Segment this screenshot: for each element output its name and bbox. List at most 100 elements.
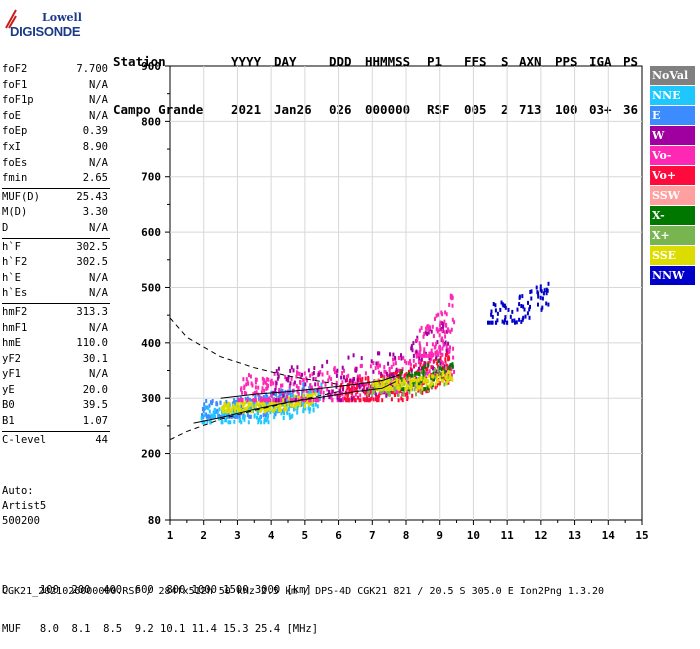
echo-point	[401, 387, 404, 392]
echo-point	[543, 288, 546, 293]
echo-point	[334, 392, 337, 397]
echo-point	[445, 344, 448, 349]
echo-point	[230, 414, 233, 419]
param-row: hmF1 N/A	[2, 321, 110, 337]
echo-point	[412, 374, 415, 378]
echo-point	[298, 401, 300, 406]
echo-point	[391, 390, 394, 395]
echo-point	[410, 344, 413, 349]
echo-point	[275, 369, 278, 374]
header-value-10: 03+	[589, 102, 612, 117]
echo-point	[260, 401, 263, 406]
param-name: foF2	[2, 63, 28, 75]
echo-point	[401, 398, 404, 403]
echo-point	[378, 351, 381, 356]
echo-point	[265, 413, 267, 418]
echo-point	[258, 394, 261, 399]
echo-point	[247, 381, 250, 386]
echo-point	[279, 396, 282, 401]
echo-point	[377, 398, 380, 403]
echo-point	[309, 394, 312, 399]
echo-point	[399, 368, 402, 373]
echo-point	[290, 376, 293, 381]
echo-point	[416, 338, 419, 342]
echo-point	[439, 362, 442, 367]
echo-point	[431, 324, 434, 329]
param-value: 1.07	[82, 415, 108, 428]
echo-point	[203, 420, 206, 425]
echo-point	[250, 401, 253, 406]
echo-point	[419, 387, 422, 392]
param-name: B0	[2, 399, 15, 412]
echo-point	[245, 377, 248, 382]
echo-point	[260, 390, 263, 395]
header-label-10: IGA	[589, 54, 612, 69]
echo-point	[520, 304, 523, 308]
param-row: h`E N/A	[2, 271, 110, 287]
echo-point	[259, 398, 262, 403]
echo-point	[426, 367, 429, 372]
echo-point	[530, 296, 533, 301]
echo-point	[434, 369, 437, 374]
echo-point	[383, 365, 386, 370]
legend-item-vo-: Vo+	[650, 166, 695, 185]
echo-point	[373, 386, 376, 391]
echo-point	[312, 371, 315, 375]
echo-point	[440, 321, 443, 326]
echo-point	[280, 411, 283, 416]
echo-point	[410, 346, 413, 351]
echo-point	[539, 295, 542, 300]
echo-point	[415, 354, 418, 359]
echo-point	[433, 377, 435, 382]
echo-point	[397, 383, 400, 388]
echo-point	[415, 378, 418, 383]
echo-point	[502, 303, 505, 308]
echo-point	[267, 420, 270, 425]
echo-point	[372, 361, 375, 365]
echo-point	[356, 384, 359, 389]
echo-point	[364, 371, 367, 376]
echo-point	[511, 309, 514, 314]
echo-point	[445, 372, 448, 377]
echo-point	[418, 366, 421, 371]
echo-point	[347, 373, 350, 378]
muf-frequency-row: MUF 8.0 8.1 8.5 9.2 10.1 11.4 15.3 25.4 …	[2, 623, 319, 635]
echo-point	[400, 356, 403, 361]
echo-point	[441, 371, 444, 376]
echo-point	[374, 380, 377, 385]
echo-point	[414, 362, 417, 367]
header-label-2: DAY	[274, 54, 297, 69]
echo-point	[297, 386, 300, 390]
echo-point	[235, 406, 238, 410]
echo-point	[346, 378, 349, 382]
echo-point	[396, 385, 399, 390]
echo-point	[443, 319, 446, 324]
echo-point	[504, 305, 507, 310]
echo-point	[324, 382, 327, 387]
echo-point	[257, 403, 260, 408]
header-label-3: DDD	[329, 54, 352, 69]
echo-point	[330, 377, 333, 382]
echo-point	[256, 415, 258, 420]
echo-point	[540, 307, 543, 312]
echo-point	[317, 391, 320, 396]
echo-point	[271, 408, 274, 413]
echo-point	[283, 396, 285, 401]
echo-point	[349, 387, 351, 392]
echo-point	[307, 400, 310, 405]
echo-point	[287, 407, 290, 412]
echo-point	[232, 409, 235, 414]
echo-point	[488, 320, 491, 325]
echo-point	[418, 352, 421, 357]
echo-point	[428, 384, 431, 389]
echo-point	[351, 385, 354, 390]
echo-point	[410, 368, 413, 373]
echo-point	[447, 328, 450, 333]
echo-point	[429, 353, 432, 358]
echo-point	[272, 398, 275, 403]
echo-point	[500, 300, 503, 305]
echo-point	[342, 396, 344, 401]
echo-point	[346, 385, 349, 390]
legend-item-ssw: SSW	[650, 186, 695, 205]
echo-point	[427, 371, 429, 376]
